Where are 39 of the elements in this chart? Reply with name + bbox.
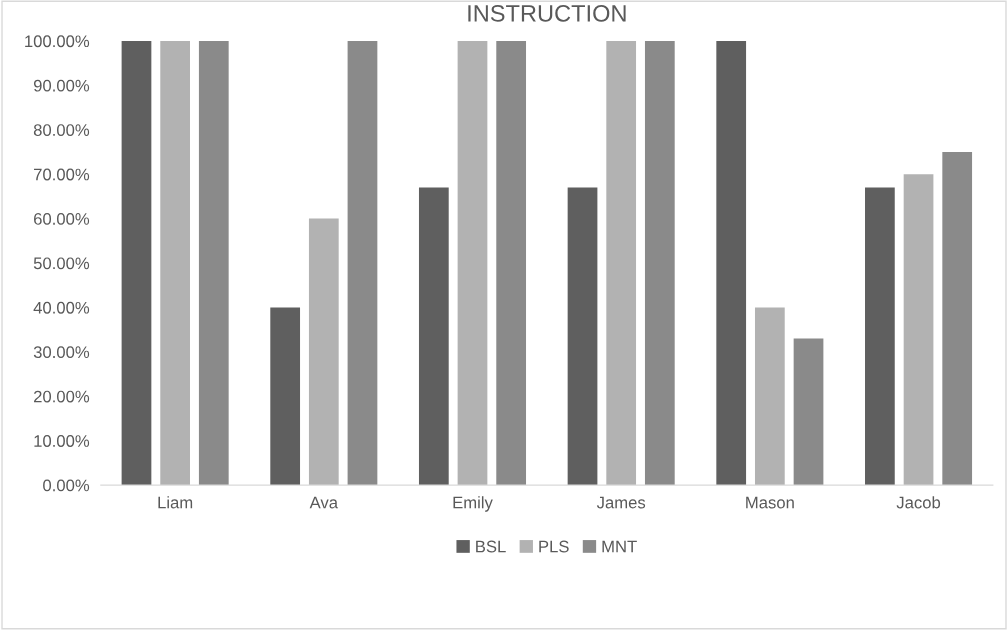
y-tick-label: 80.00% [33, 124, 90, 136]
bar [903, 174, 934, 486]
chart-title: INSTRUCTION [468, 5, 626, 22]
bar [418, 187, 449, 486]
bar [496, 40, 527, 486]
legend-label: MNT [602, 540, 637, 553]
bar [644, 40, 675, 486]
bar [308, 218, 339, 486]
x-tick-label: Emily [453, 496, 493, 512]
legend-label: PLS [539, 540, 569, 553]
y-tick-label: 20.00% [34, 390, 90, 403]
bar [567, 187, 598, 486]
legend-label: BSL [476, 540, 506, 553]
bar [716, 40, 747, 486]
y-tick-label: 10.00% [34, 435, 90, 447]
y-tick-label: 70.00% [34, 168, 90, 181]
y-tick-label: 50.00% [33, 257, 90, 270]
x-tick-label: Jacob [896, 496, 941, 509]
x-tick-label: James [596, 496, 646, 509]
bar [754, 307, 785, 486]
bar [121, 40, 152, 486]
bar [457, 40, 488, 486]
y-tick-label: 60.00% [34, 213, 90, 225]
y-tick-label: 0.00% [43, 479, 90, 492]
x-tick-label: Liam [158, 496, 193, 509]
y-tick-label: 100.00% [25, 35, 90, 48]
bar [270, 307, 301, 486]
bar [347, 40, 378, 486]
bar [865, 187, 895, 486]
bar [793, 338, 824, 486]
x-tick-label: Ava [309, 496, 339, 509]
y-tick-label: 30.00% [33, 346, 90, 359]
bar [942, 151, 973, 486]
bar [160, 40, 191, 486]
y-tick-label: 90.00% [33, 79, 90, 92]
bar [198, 40, 229, 486]
y-tick-label: 40.00% [33, 301, 90, 314]
x-tick-label: Mason [746, 496, 794, 509]
bar [606, 40, 637, 486]
